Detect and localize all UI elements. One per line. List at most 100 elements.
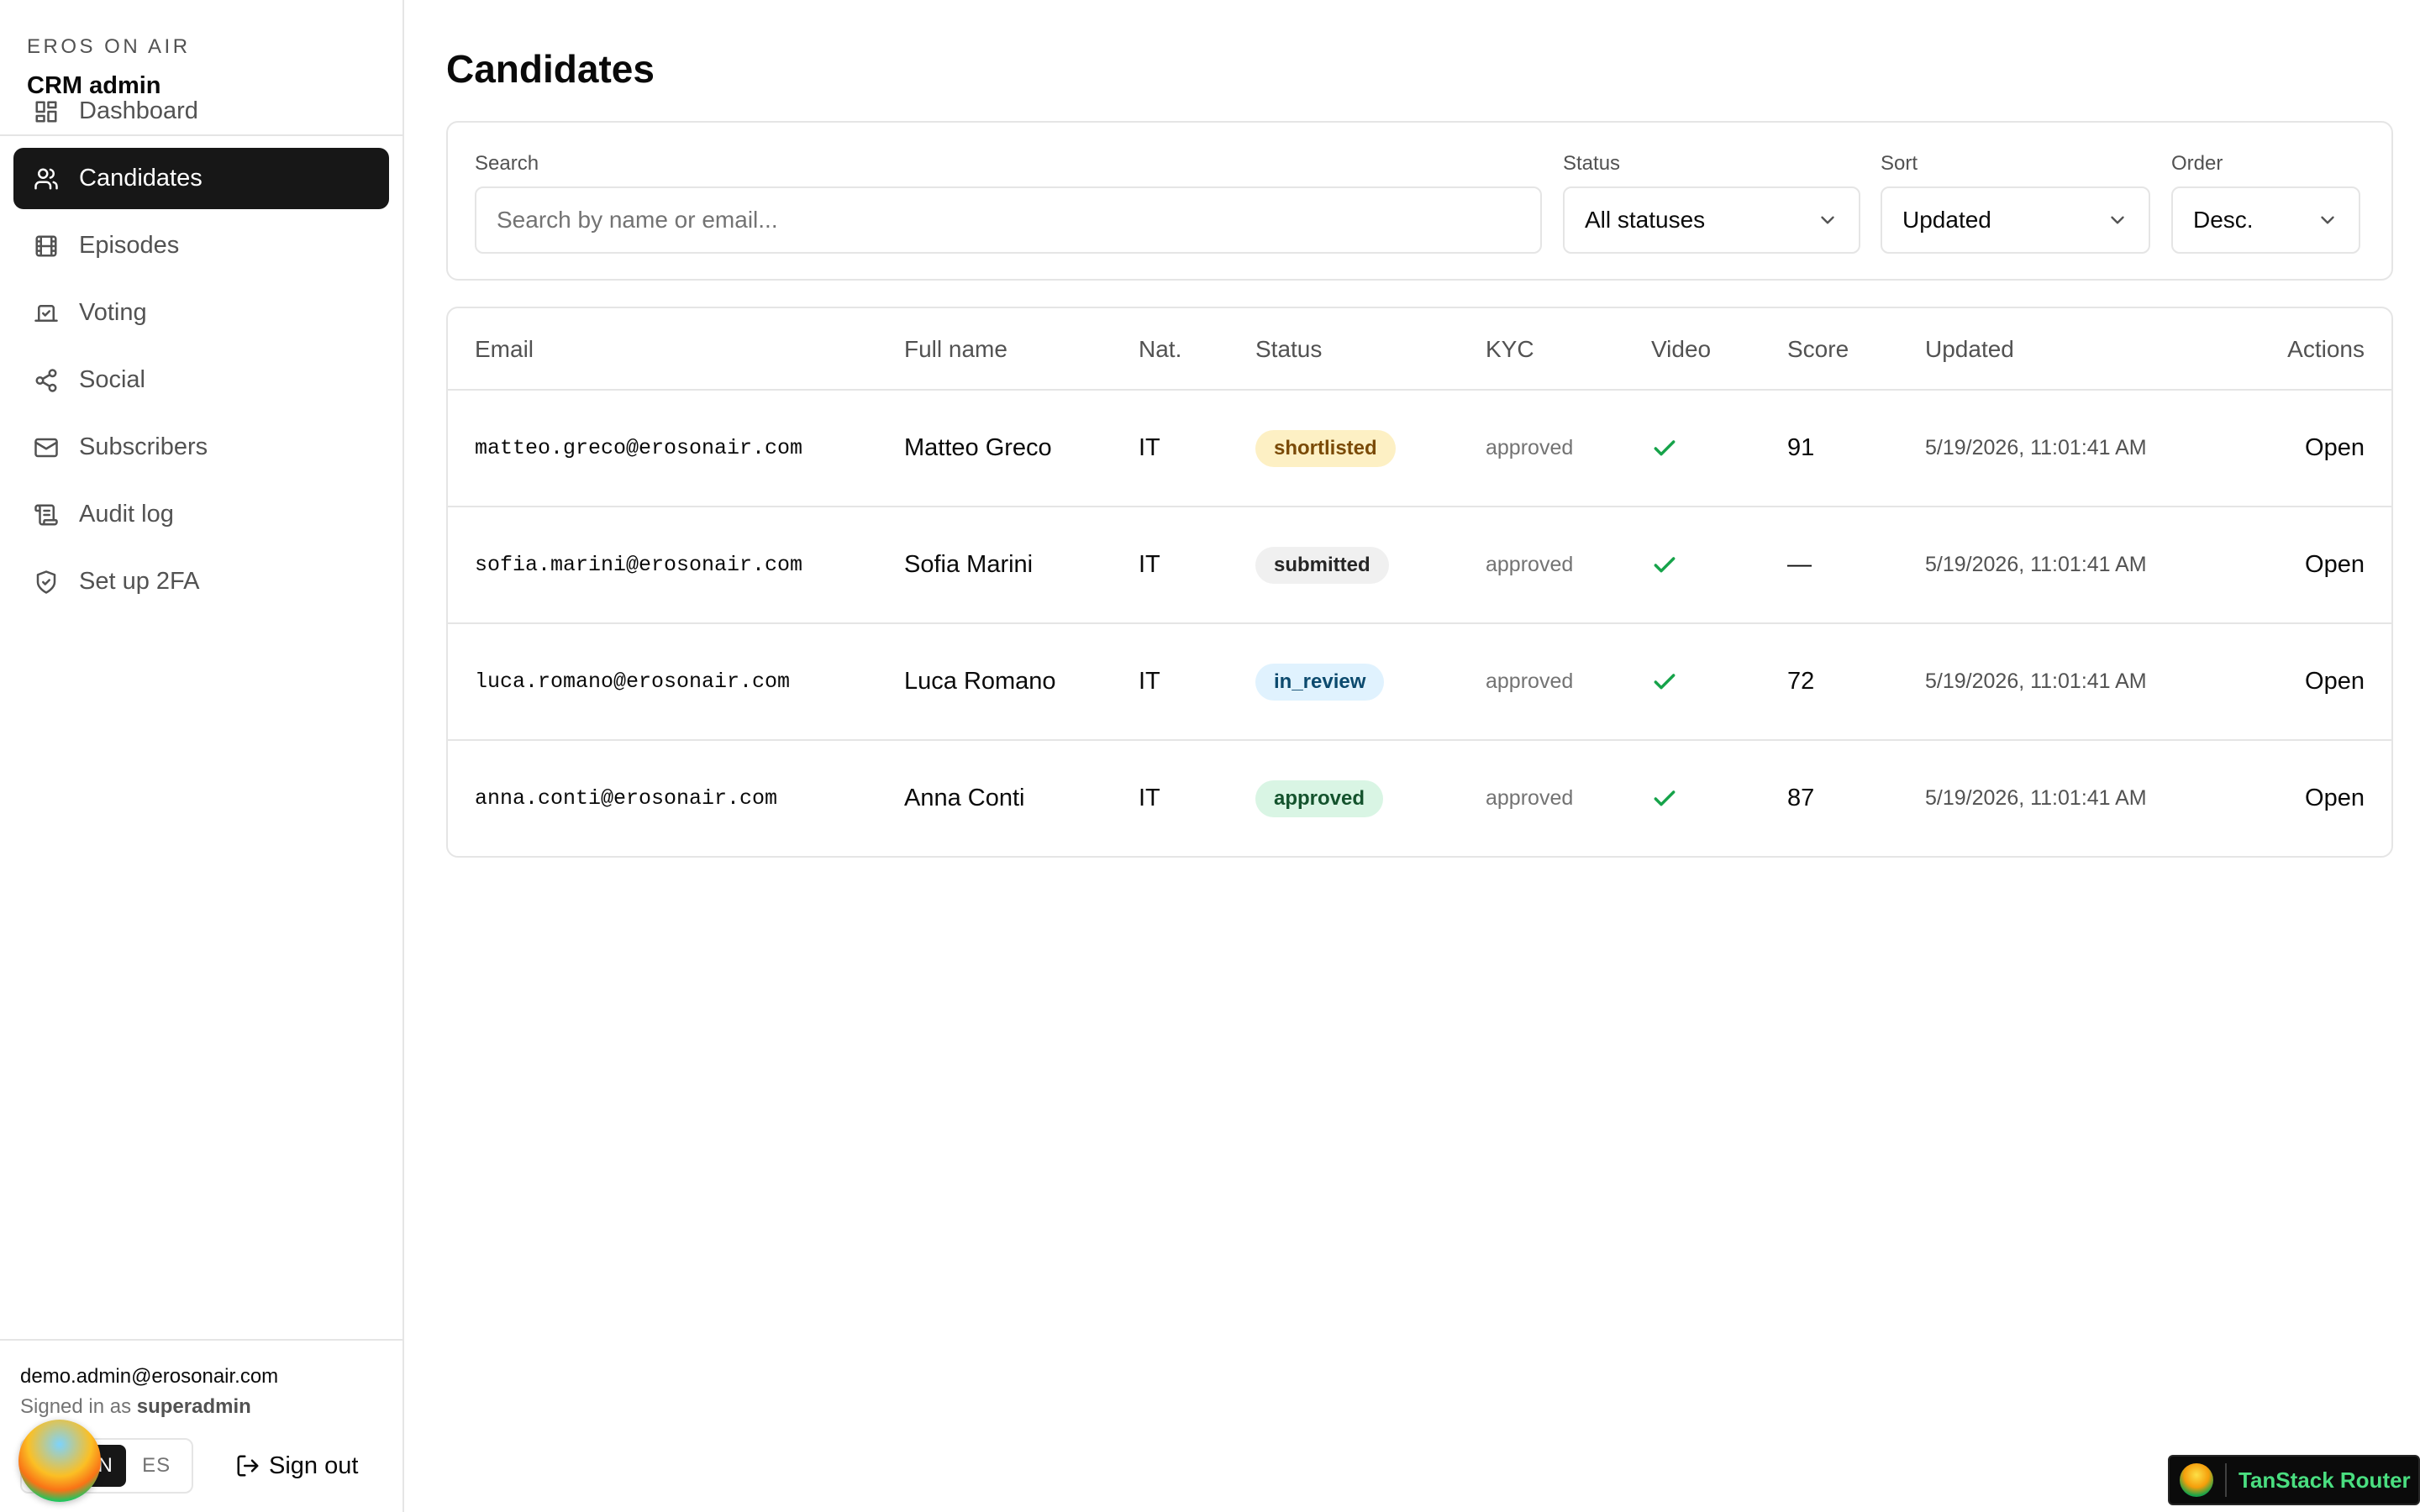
cell-email: anna.conti@erosonair.com (475, 786, 778, 811)
column-header-nationality[interactable]: Nat. (1139, 336, 1182, 362)
cell-score: 72 (1787, 668, 1815, 695)
open-button[interactable]: Open (2305, 785, 2365, 811)
mail-icon (34, 438, 58, 457)
user-role-line: Signed in as superadmin (20, 1393, 402, 1421)
users-icon (34, 168, 58, 189)
order-field: Order Desc. (2171, 151, 2360, 254)
cell-actions: Open (2305, 507, 2365, 622)
open-button[interactable]: Open (2305, 551, 2365, 578)
table-row[interactable]: sofia.marini@erosonair.com Sofia Marini … (448, 507, 2391, 624)
check-icon (1654, 556, 1676, 572)
search-field: Search Search by name or email... (475, 151, 1542, 254)
cell-updated: 5/19/2026, 11:01:41 AM (1925, 553, 2147, 576)
sign-out-label: Sign out (269, 1452, 359, 1479)
sort-select[interactable]: Updated (1881, 186, 2150, 254)
chevron-down-icon (2111, 216, 2124, 224)
cell-nationality: IT (1139, 668, 1160, 695)
sidebar-item-label: Episodes (79, 232, 180, 259)
cell-full-name: Anna Conti (904, 785, 1025, 811)
sort-field: Sort Updated (1881, 151, 2150, 254)
sidebar-item-candidates[interactable]: Candidates (13, 148, 389, 209)
status-badge: shortlisted (1255, 429, 1396, 467)
sidebar-item-audit-log[interactable]: Audit log (13, 484, 389, 545)
sidebar-item-label: Audit log (79, 501, 174, 528)
column-header-full-name[interactable]: Full name (904, 336, 1007, 362)
cell-kyc: approved (1486, 436, 1574, 459)
cell-email: luca.romano@erosonair.com (475, 669, 791, 694)
sidebar-item-voting[interactable]: Voting (13, 282, 389, 344)
status-select-value: All statuses (1585, 207, 1706, 233)
cell-updated: 5/19/2026, 11:01:41 AM (1925, 669, 2147, 693)
cell-full-name: Luca Romano (904, 668, 1056, 695)
search-input[interactable]: Search by name or email... (475, 186, 1542, 254)
column-header-updated[interactable]: Updated (1925, 336, 2014, 362)
cell-status: shortlisted (1255, 391, 1396, 506)
vote-icon (34, 304, 58, 322)
candidates-table: Email Full name Nat. Status KYC Video Sc… (446, 307, 2393, 858)
cell-score: — (1787, 551, 1812, 578)
sidebar-item-label: Social (79, 366, 145, 393)
column-header-score[interactable]: Score (1787, 336, 1849, 362)
cell-video (1651, 391, 1678, 506)
order-select[interactable]: Desc. (2171, 186, 2360, 254)
table-row[interactable]: anna.conti@erosonair.com Anna Conti IT a… (448, 741, 2391, 856)
table-row[interactable]: matteo.greco@erosonair.com Matteo Greco … (448, 391, 2391, 507)
lang-es-button[interactable]: ES (142, 1454, 171, 1477)
cell-full-name: Matteo Greco (904, 434, 1052, 461)
sidebar-nav: Dashboard Candidates Episodes Voting Soc… (13, 81, 389, 618)
cell-status: approved (1255, 741, 1384, 856)
film-icon (35, 235, 57, 256)
order-label: Order (2171, 152, 2223, 175)
scroll-icon (34, 504, 58, 525)
brand-org: EROS ON AIR (27, 35, 191, 58)
user-email: demo.admin@erosonair.com (20, 1365, 279, 1388)
table-row[interactable]: luca.romano@erosonair.com Luca Romano IT… (448, 624, 2391, 741)
sidebar-item-2fa[interactable]: Set up 2FA (13, 551, 389, 612)
cell-kyc: approved (1486, 786, 1574, 810)
open-button[interactable]: Open (2305, 668, 2365, 695)
column-header-video[interactable]: Video (1651, 336, 1712, 362)
sidebar-item-dashboard[interactable]: Dashboard (13, 81, 389, 142)
divider (2225, 1463, 2227, 1497)
column-header-email[interactable]: Email (475, 336, 534, 362)
column-header-status[interactable]: Status (1255, 336, 1323, 362)
log-out-icon (237, 1455, 259, 1477)
brand: EROS ON AIR CRM admin (0, 0, 402, 136)
cell-email: matteo.greco@erosonair.com (475, 436, 803, 460)
search-label: Search (475, 152, 539, 175)
sidebar-item-label: Subscribers (79, 433, 208, 460)
cell-video (1651, 624, 1678, 739)
sidebar-item-episodes[interactable]: Episodes (13, 215, 389, 276)
sidebar-item-label: Voting (79, 299, 147, 326)
devtools-orb-button[interactable] (18, 1420, 101, 1502)
shield-check-icon (36, 570, 56, 594)
column-header-actions: Actions (2287, 336, 2365, 362)
sidebar-item-subscribers[interactable]: Subscribers (13, 417, 389, 478)
dashboard-icon (35, 101, 57, 122)
share-icon (35, 368, 57, 392)
status-badge: approved (1255, 780, 1384, 817)
cell-status: in_review (1255, 624, 1385, 739)
column-header-kyc[interactable]: KYC (1486, 336, 1534, 362)
cell-updated: 5/19/2026, 11:01:41 AM (1925, 436, 2147, 459)
cell-nationality: IT (1139, 785, 1160, 811)
cell-email: sofia.marini@erosonair.com (475, 553, 803, 577)
sidebar-item-label: Candidates (79, 165, 203, 192)
open-button[interactable]: Open (2305, 434, 2365, 461)
tanstack-router-devtools-button[interactable]: TanStack Router (2168, 1455, 2420, 1505)
devtools-label: TanStack Router (2238, 1467, 2411, 1493)
status-badge: in_review (1255, 663, 1385, 701)
cell-actions: Open (2305, 624, 2365, 739)
filters-panel: Search Search by name or email... Status… (446, 121, 2393, 281)
cell-video (1651, 507, 1678, 622)
cell-nationality: IT (1139, 551, 1160, 578)
brand-app-name: CRM admin (27, 72, 161, 99)
signed-in-prefix: Signed in as (20, 1395, 132, 1418)
chevron-down-icon (2321, 216, 2334, 224)
cell-video (1651, 741, 1678, 856)
cell-actions: Open (2305, 741, 2365, 856)
cell-score: 91 (1787, 434, 1815, 461)
sign-out-button[interactable]: Sign out (235, 1452, 358, 1480)
sidebar-item-social[interactable]: Social (13, 349, 389, 411)
status-select[interactable]: All statuses (1563, 186, 1860, 254)
